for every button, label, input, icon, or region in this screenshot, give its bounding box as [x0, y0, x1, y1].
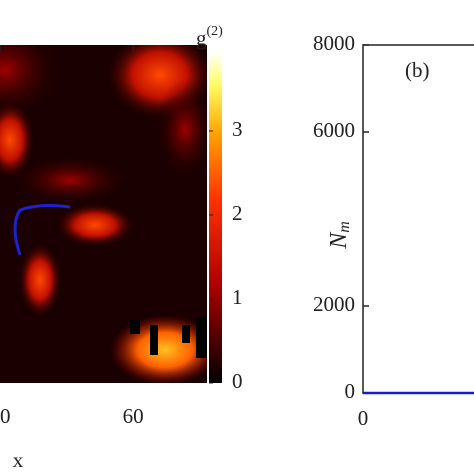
colorbar-tick-label: 3 [232, 117, 243, 141]
y-label-sub: m [336, 221, 353, 233]
x-tick-label: 60 [123, 404, 144, 428]
y-axis-label: Nm [326, 221, 353, 250]
y-tick-label: 0 [345, 379, 356, 403]
colorbar [209, 52, 222, 383]
colorbar-tick-label: 1 [232, 285, 243, 309]
y-tick-label: 6000 [313, 118, 355, 142]
colorbar-sup: (2) [207, 24, 224, 39]
colorbar-label: g(2) [196, 24, 223, 50]
x-tick-label: 0 [358, 406, 369, 430]
y-label-base: N [326, 231, 352, 250]
heatmap [0, 45, 207, 383]
plot-frame [362, 44, 474, 394]
panel-label: (b) [405, 58, 430, 82]
trajectory [13, 204, 71, 256]
y-tick-label: 8000 [313, 31, 355, 55]
colorbar-tick-label: 0 [232, 369, 243, 393]
colorbar-base: g [196, 26, 207, 50]
x-axis-label: x [13, 448, 24, 472]
x-tick-label: 40 [0, 404, 11, 428]
y-tick-label: 2000 [313, 292, 355, 316]
colorbar-tick-label: 2 [232, 201, 243, 225]
